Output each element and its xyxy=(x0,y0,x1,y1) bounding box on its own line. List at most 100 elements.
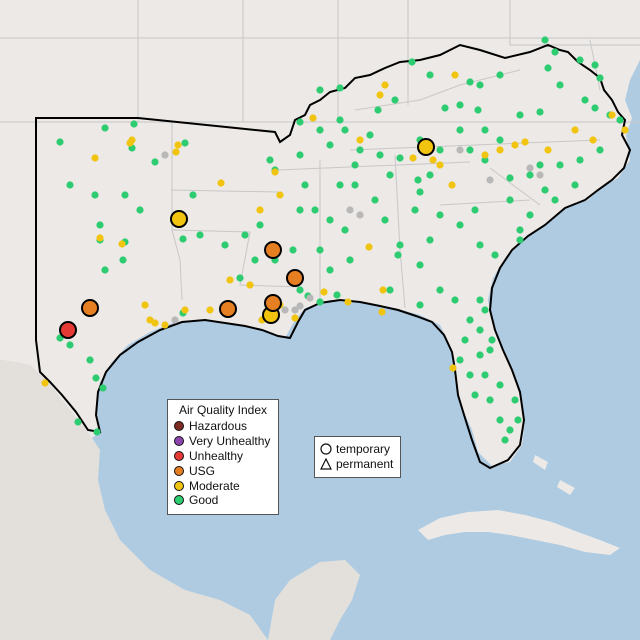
aqi-good-marker[interactable] xyxy=(151,158,159,166)
aqi-good-marker[interactable] xyxy=(371,196,379,204)
aqi-usg-large-marker[interactable] xyxy=(81,299,99,317)
aqi-good-marker[interactable] xyxy=(351,181,359,189)
aqi-good-marker[interactable] xyxy=(576,156,584,164)
aqi-moderate-marker[interactable] xyxy=(128,136,136,144)
aqi-moderate-marker[interactable] xyxy=(151,319,159,327)
aqi-good-marker[interactable] xyxy=(241,231,249,239)
aqi-good-marker[interactable] xyxy=(576,56,584,64)
aqi-moderate-marker[interactable] xyxy=(276,191,284,199)
aqi-good-marker[interactable] xyxy=(351,161,359,169)
aqi-good-marker[interactable] xyxy=(536,161,544,169)
aqi-good-marker[interactable] xyxy=(541,186,549,194)
aqi-good-marker[interactable] xyxy=(396,241,404,249)
aqi-moderate-marker[interactable] xyxy=(378,308,386,316)
aqi-good-marker[interactable] xyxy=(486,346,494,354)
no-data-marker[interactable] xyxy=(281,306,289,314)
aqi-good-marker[interactable] xyxy=(333,291,341,299)
aqi-good-marker[interactable] xyxy=(471,206,479,214)
aqi-good-marker[interactable] xyxy=(181,139,189,147)
aqi-good-marker[interactable] xyxy=(91,191,99,199)
aqi-good-marker[interactable] xyxy=(416,301,424,309)
aqi-good-marker[interactable] xyxy=(301,181,309,189)
aqi-good-marker[interactable] xyxy=(326,216,334,224)
aqi-good-marker[interactable] xyxy=(196,231,204,239)
aqi-good-marker[interactable] xyxy=(466,78,474,86)
aqi-good-marker[interactable] xyxy=(544,64,552,72)
aqi-good-marker[interactable] xyxy=(119,256,127,264)
no-data-marker[interactable] xyxy=(356,211,364,219)
aqi-good-marker[interactable] xyxy=(466,371,474,379)
aqi-good-marker[interactable] xyxy=(496,71,504,79)
aqi-good-marker[interactable] xyxy=(506,196,514,204)
aqi-good-marker[interactable] xyxy=(93,428,101,436)
aqi-good-marker[interactable] xyxy=(66,181,74,189)
aqi-good-marker[interactable] xyxy=(426,236,434,244)
aqi-moderate-marker[interactable] xyxy=(172,148,180,156)
aqi-good-marker[interactable] xyxy=(426,171,434,179)
aqi-good-marker[interactable] xyxy=(99,384,107,392)
aqi-good-marker[interactable] xyxy=(456,356,464,364)
aqi-moderate-marker[interactable] xyxy=(571,126,579,134)
aqi-good-marker[interactable] xyxy=(496,381,504,389)
aqi-moderate-marker[interactable] xyxy=(511,141,519,149)
aqi-good-marker[interactable] xyxy=(476,326,484,334)
aqi-moderate-marker[interactable] xyxy=(381,81,389,89)
aqi-good-marker[interactable] xyxy=(66,341,74,349)
aqi-good-marker[interactable] xyxy=(481,371,489,379)
aqi-good-marker[interactable] xyxy=(381,216,389,224)
aqi-good-marker[interactable] xyxy=(526,171,534,179)
aqi-good-marker[interactable] xyxy=(74,418,82,426)
aqi-good-marker[interactable] xyxy=(416,261,424,269)
aqi-moderate-marker[interactable] xyxy=(206,306,214,314)
aqi-good-marker[interactable] xyxy=(86,356,94,364)
aqi-good-marker[interactable] xyxy=(571,181,579,189)
no-data-marker[interactable] xyxy=(346,206,354,214)
aqi-good-marker[interactable] xyxy=(491,251,499,259)
aqi-moderate-large-marker[interactable] xyxy=(170,210,188,228)
aqi-good-marker[interactable] xyxy=(476,241,484,249)
aqi-good-marker[interactable] xyxy=(341,126,349,134)
aqi-good-marker[interactable] xyxy=(296,206,304,214)
aqi-good-marker[interactable] xyxy=(541,36,549,44)
aqi-good-marker[interactable] xyxy=(596,146,604,154)
aqi-good-marker[interactable] xyxy=(376,151,384,159)
aqi-moderate-marker[interactable] xyxy=(181,306,189,314)
no-data-marker[interactable] xyxy=(486,176,494,184)
aqi-good-marker[interactable] xyxy=(581,96,589,104)
aqi-good-marker[interactable] xyxy=(336,116,344,124)
aqi-good-marker[interactable] xyxy=(616,116,624,124)
aqi-good-marker[interactable] xyxy=(316,246,324,254)
aqi-good-marker[interactable] xyxy=(481,126,489,134)
aqi-good-marker[interactable] xyxy=(366,131,374,139)
aqi-moderate-marker[interactable] xyxy=(291,314,299,322)
aqi-good-marker[interactable] xyxy=(189,191,197,199)
aqi-good-marker[interactable] xyxy=(92,374,100,382)
aqi-good-marker[interactable] xyxy=(526,211,534,219)
aqi-good-marker[interactable] xyxy=(130,120,138,128)
aqi-good-marker[interactable] xyxy=(551,48,559,56)
aqi-good-marker[interactable] xyxy=(488,336,496,344)
no-data-marker[interactable] xyxy=(161,151,169,159)
aqi-good-marker[interactable] xyxy=(296,151,304,159)
no-data-marker[interactable] xyxy=(526,164,534,172)
aqi-good-marker[interactable] xyxy=(326,141,334,149)
aqi-usg-large-marker[interactable] xyxy=(264,294,282,312)
aqi-good-marker[interactable] xyxy=(551,196,559,204)
aqi-moderate-large-marker[interactable] xyxy=(417,138,435,156)
aqi-good-marker[interactable] xyxy=(56,138,64,146)
aqi-good-marker[interactable] xyxy=(466,316,474,324)
aqi-good-marker[interactable] xyxy=(341,226,349,234)
aqi-good-marker[interactable] xyxy=(251,256,259,264)
aqi-good-marker[interactable] xyxy=(96,221,104,229)
aqi-good-marker[interactable] xyxy=(456,221,464,229)
aqi-good-marker[interactable] xyxy=(316,298,324,306)
aqi-moderate-marker[interactable] xyxy=(481,151,489,159)
aqi-unhealthy-large-marker[interactable] xyxy=(59,321,77,339)
aqi-moderate-marker[interactable] xyxy=(448,181,456,189)
aqi-good-marker[interactable] xyxy=(461,336,469,344)
no-data-marker[interactable] xyxy=(171,316,179,324)
aqi-good-marker[interactable] xyxy=(256,221,264,229)
aqi-good-marker[interactable] xyxy=(426,71,434,79)
aqi-moderate-marker[interactable] xyxy=(621,126,629,134)
aqi-good-marker[interactable] xyxy=(221,241,229,249)
